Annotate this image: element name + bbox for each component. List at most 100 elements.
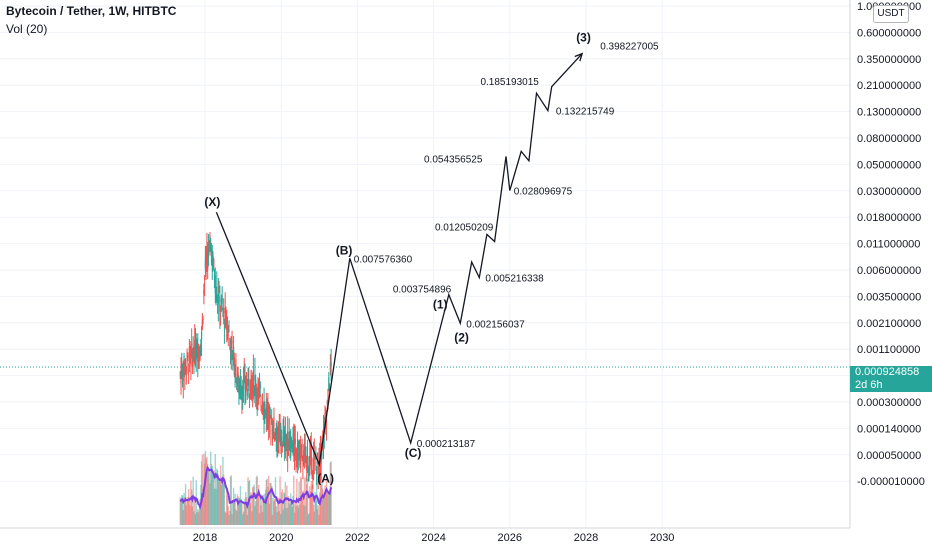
candle-body: [188, 346, 190, 364]
volume-bar: [296, 505, 299, 525]
candle-body: [248, 393, 251, 395]
volume-bar: [214, 453, 216, 525]
candle-body: [300, 444, 302, 457]
volume-bar: [306, 484, 308, 525]
candle-body: [182, 377, 184, 381]
candle-body: [194, 339, 196, 354]
volume-bar: [288, 502, 290, 525]
volume-bar: [217, 474, 220, 525]
candle-body: [219, 296, 221, 312]
volume-bar: [184, 497, 186, 525]
volume-bar: [277, 497, 279, 525]
volume-bar: [216, 468, 218, 525]
candle-body: [253, 391, 255, 395]
candle-body: [193, 357, 195, 367]
price-annotation: 0.007576360: [354, 254, 413, 265]
candle-body: [314, 457, 316, 459]
candle-body: [259, 383, 261, 389]
y-tick-label: 0.002100000: [857, 318, 921, 330]
volume-bar: [244, 498, 246, 525]
candle-body: [207, 259, 209, 270]
candle-body: [322, 434, 324, 437]
volume-bar: [199, 498, 201, 525]
candle-body: [260, 400, 262, 407]
wave-path[interactable]: [215, 53, 583, 468]
volume-bar: [268, 503, 271, 525]
candle-body: [245, 383, 248, 390]
candle-body: [221, 297, 223, 304]
volume-indicator-label[interactable]: Vol (20): [6, 22, 48, 36]
candle-body: [278, 428, 280, 430]
candle-body: [179, 372, 181, 375]
volume-bar: [219, 478, 221, 525]
volume-bar: [289, 503, 291, 525]
candle-body: [246, 388, 248, 396]
volume-bar: [298, 481, 300, 525]
volume-bar: [283, 493, 286, 525]
volume-bar: [308, 513, 310, 525]
volume-bar: [238, 498, 241, 525]
volume-bar: [232, 500, 234, 525]
volume-bar: [252, 486, 255, 525]
volume-bar: [209, 483, 211, 525]
candle-body: [220, 308, 222, 310]
volume-bar: [210, 451, 212, 525]
candle-body: [261, 405, 264, 412]
volume-bar: [245, 497, 248, 525]
candle-body: [245, 378, 247, 390]
volume-bar: [325, 490, 327, 525]
wave-label: (A): [317, 472, 334, 486]
wave-label: (1): [433, 298, 448, 312]
volume-bar: [313, 511, 316, 525]
volume-bar: [299, 476, 302, 525]
y-tick-label: 0.600000000: [857, 27, 921, 39]
volume-bar: [231, 514, 233, 525]
candle-body: [266, 408, 268, 417]
candle-body: [262, 412, 264, 415]
wave-label: (C): [405, 446, 422, 460]
candle-body: [271, 432, 274, 434]
volume-bar: [197, 512, 200, 525]
volume-bar: [283, 492, 285, 525]
volume-bar: [205, 458, 207, 525]
y-tick-label: 0.030000000: [857, 186, 921, 198]
volume-bar: [285, 508, 287, 525]
volume-bar: [258, 513, 261, 525]
candle-body: [229, 337, 231, 339]
volume-bar: [227, 506, 229, 525]
volume-bar: [197, 509, 199, 525]
volume-bar: [278, 511, 280, 525]
price-annotation: 0.003754896: [393, 285, 452, 296]
volume-bar: [321, 479, 323, 525]
candle-body: [293, 441, 295, 454]
candle-body: [292, 434, 294, 453]
volume-bar: [330, 461, 332, 525]
volume-bar: [312, 504, 315, 525]
volume-bar: [318, 514, 320, 525]
volume-bar: [270, 482, 272, 525]
y-tick-label: 0.080000000: [857, 133, 921, 145]
y-tick-label: 0.018000000: [857, 212, 921, 224]
volume-bar: [301, 496, 303, 525]
volume-bar: [188, 497, 191, 525]
candle-body: [304, 448, 306, 450]
candle-body: [265, 407, 267, 420]
volume-bar: [233, 501, 236, 525]
volume-bar: [194, 496, 196, 525]
currency-button[interactable]: USDT: [873, 5, 909, 23]
volume-bar: [251, 511, 253, 525]
volume-bar: [290, 493, 292, 525]
volume-bar: [312, 484, 314, 525]
x-tick-label: 2026: [498, 532, 522, 544]
volume-bar: [210, 463, 213, 525]
volume-bar: [286, 507, 289, 525]
candle-body: [257, 383, 259, 398]
volume-bar: [327, 494, 329, 525]
x-tick-label: 2018: [193, 532, 217, 544]
volume-bar: [186, 498, 188, 525]
volume-bar: [323, 492, 325, 525]
candle-body: [294, 438, 296, 445]
candle-body: [197, 348, 199, 362]
volume-bar: [183, 492, 185, 525]
